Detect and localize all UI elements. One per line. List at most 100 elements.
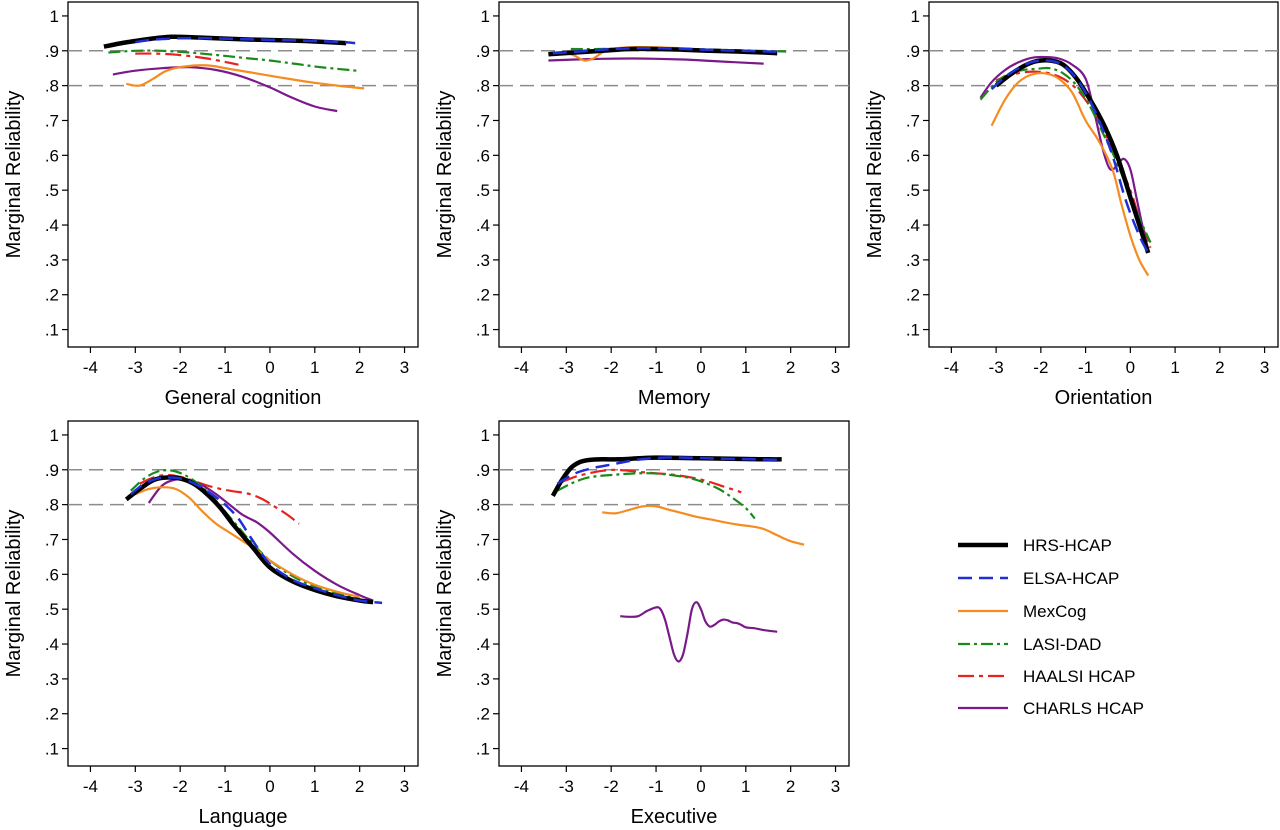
plot-frame-executive [498, 420, 850, 767]
legend-label-elsa-hcap: ELSA-HCAP [1023, 569, 1119, 588]
x-tick-label: -3 [128, 358, 143, 377]
series-line-charls-hcap-general-cognition [112, 66, 338, 113]
y-tick-label: .9 [45, 42, 59, 61]
legend-item-hrs-hcap: HRS-HCAP [958, 536, 1112, 555]
x-tick-label: -1 [648, 358, 663, 377]
y-tick-label: 1 [481, 7, 490, 26]
y-tick-label: .4 [45, 635, 59, 654]
series-line-mexcog-executive [602, 504, 805, 546]
series-line-lasi-dad-language [130, 469, 360, 600]
x-tick-label: 2 [355, 777, 364, 796]
x-axis-title-general-cognition: General cognition [165, 387, 322, 409]
y-tick-label: .1 [906, 321, 920, 340]
x-tick-label: 2 [786, 358, 795, 377]
series-line-elsa-hcap-language [130, 476, 383, 605]
y-tick-label: .2 [45, 705, 59, 724]
chart-panels: .1 .2 .3 .4 .5 .6 .7 .8 .9 1 -4 -3 -2 -1 0 1 2 3 General c… [3, 1, 1279, 828]
y-tick-label: 1 [50, 426, 59, 445]
y-tick-label: .5 [476, 600, 490, 619]
y-tick-label: .3 [45, 670, 59, 689]
y-tick-label: .4 [45, 216, 59, 235]
x-tick-label: -1 [217, 358, 232, 377]
legend-label-mexcog: MexCog [1023, 602, 1086, 621]
panel-language: .1 .2 .3 .4 .5 .6 .7 .8 .9 1 -4 -3 -2 -1 0 1 2 3 Language M… [3, 420, 419, 828]
y-tick-label: .4 [476, 216, 490, 235]
plot-frame-language [67, 420, 419, 767]
y-tick-label: .7 [906, 111, 920, 130]
series-line-lasi-dad-general-cognition [108, 49, 360, 73]
series-line-elsa-hcap-executive [556, 456, 782, 485]
y-tick-label: .3 [45, 251, 59, 270]
legend-item-haalsi-hcap: HAALSI HCAP [958, 667, 1135, 686]
series-line-haalsi-hcap-general-cognition [135, 52, 239, 66]
panel-orientation: .1 .2 .3 .4 .5 .6 .7 .8 .9 1 -4 -3 -2 -1 0 1 2 3 Orientati… [864, 1, 1279, 409]
y-tick-label: .2 [476, 705, 490, 724]
x-tick-label: -3 [559, 358, 574, 377]
y-tick-label: .6 [45, 565, 59, 584]
series-line-charls-hcap-orientation [979, 55, 1150, 250]
x-tick-label: -1 [1078, 358, 1093, 377]
series-line-lasi-dad-executive [556, 472, 756, 520]
panel-general-cognition: .1 .2 .3 .4 .5 .6 .7 .8 .9 1 -4 -3 -2 -1 0 1 2 3 General c… [3, 1, 419, 409]
x-axis-title-language: Language [199, 806, 288, 828]
y-tick-label: .4 [476, 635, 490, 654]
y-tick-label: .5 [45, 181, 59, 200]
x-tick-label: -1 [648, 777, 663, 796]
x-tick-label: -1 [217, 777, 232, 796]
y-axis-title-executive: Marginal Reliability [434, 510, 456, 678]
y-tick-label: .7 [45, 111, 59, 130]
y-axis-title-general-cognition: Marginal Reliability [3, 91, 25, 259]
series-line-mexcog-language [134, 486, 360, 599]
x-tick-label: 2 [786, 777, 795, 796]
x-axis-title-memory: Memory [638, 387, 710, 409]
y-tick-label: .8 [45, 77, 59, 96]
series-line-elsa-hcap-general-cognition [135, 36, 356, 45]
x-tick-label: -3 [128, 777, 143, 796]
x-tick-label: -2 [604, 777, 619, 796]
series-line-elsa-hcap-orientation [990, 59, 1150, 254]
panel-memory: .1 .2 .3 .4 .5 .6 .7 .8 .9 1 -4 -3 -2 -1 0 1 2 3 Memory Mar… [434, 1, 850, 409]
x-axis-title-executive: Executive [631, 806, 718, 828]
y-tick-label: .3 [906, 251, 920, 270]
x-tick-label: 0 [696, 777, 705, 796]
y-tick-label: .5 [45, 600, 59, 619]
legend-label-hrs-hcap: HRS-HCAP [1023, 536, 1112, 555]
y-tick-label: .5 [476, 181, 490, 200]
x-tick-label: 0 [265, 358, 274, 377]
x-tick-label: 1 [741, 777, 750, 796]
x-tick-label: -3 [989, 358, 1004, 377]
y-tick-label: .3 [476, 670, 490, 689]
y-tick-label: .3 [476, 251, 490, 270]
y-tick-label: .6 [45, 146, 59, 165]
y-tick-label: 1 [50, 7, 59, 26]
panel-executive: .1 .2 .3 .4 .5 .6 .7 .8 .9 1 -4 -3 -2 -1 0 1 2 3 Executive… [434, 420, 850, 828]
x-tick-label: 1 [310, 777, 319, 796]
x-tick-label: 0 [696, 358, 705, 377]
legend-label-lasi-dad: LASI-DAD [1023, 635, 1101, 654]
y-tick-label: .8 [476, 77, 490, 96]
y-tick-label: .8 [45, 496, 59, 515]
y-tick-label: .1 [476, 321, 490, 340]
y-tick-label: .6 [476, 146, 490, 165]
x-tick-label: -2 [604, 358, 619, 377]
y-tick-label: .8 [476, 496, 490, 515]
y-tick-label: .9 [476, 42, 490, 61]
x-tick-label: -2 [173, 777, 188, 796]
x-tick-label: -4 [514, 358, 529, 377]
y-tick-label: .2 [45, 286, 59, 305]
x-tick-label: -4 [83, 777, 98, 796]
series-line-hrs-hcap-orientation [994, 58, 1151, 254]
x-tick-label: -4 [944, 358, 959, 377]
x-tick-label: -2 [1033, 358, 1048, 377]
y-tick-label: .6 [476, 565, 490, 584]
y-tick-label: .7 [476, 111, 490, 130]
x-tick-label: 2 [1215, 358, 1224, 377]
y-axis-title-language: Marginal Reliability [3, 510, 25, 678]
plot-frame-orientation [928, 1, 1279, 348]
y-tick-label: .9 [476, 461, 490, 480]
x-tick-label: -2 [173, 358, 188, 377]
x-tick-label: 2 [355, 358, 364, 377]
y-tick-label: .8 [906, 77, 920, 96]
series-line-haalsi-hcap-language [139, 473, 300, 525]
